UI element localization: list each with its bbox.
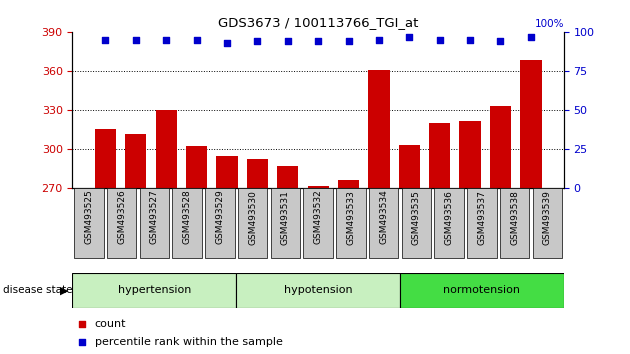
Text: hypotension: hypotension [284, 285, 352, 295]
Text: 100%: 100% [534, 19, 564, 29]
FancyBboxPatch shape [74, 188, 103, 258]
Point [192, 37, 202, 42]
FancyBboxPatch shape [467, 188, 496, 258]
Bar [94, 129, 116, 188]
Point [77, 340, 88, 346]
FancyBboxPatch shape [304, 188, 333, 258]
Point [343, 38, 353, 44]
Text: GSM493537: GSM493537 [478, 190, 486, 245]
FancyBboxPatch shape [72, 273, 236, 308]
Point [465, 37, 475, 42]
Point [100, 37, 110, 42]
Text: GSM493533: GSM493533 [346, 190, 355, 245]
Bar [490, 106, 511, 188]
FancyBboxPatch shape [400, 273, 564, 308]
Point [161, 37, 171, 42]
Text: GSM493534: GSM493534 [379, 190, 388, 245]
Text: GSM493531: GSM493531 [281, 190, 290, 245]
Point [404, 34, 415, 39]
FancyBboxPatch shape [369, 188, 398, 258]
Text: GSM493526: GSM493526 [117, 190, 126, 245]
Point [253, 38, 263, 44]
Text: count: count [94, 319, 126, 329]
Bar [429, 123, 450, 188]
Text: ▶: ▶ [60, 285, 68, 295]
FancyBboxPatch shape [533, 188, 562, 258]
Text: GSM493525: GSM493525 [84, 190, 93, 245]
Text: disease state: disease state [3, 285, 72, 295]
Point [222, 40, 232, 46]
FancyBboxPatch shape [205, 188, 234, 258]
Text: GSM493528: GSM493528 [183, 190, 192, 245]
Text: percentile rank within the sample: percentile rank within the sample [94, 337, 282, 348]
FancyBboxPatch shape [173, 188, 202, 258]
FancyBboxPatch shape [500, 188, 529, 258]
Bar [459, 121, 481, 188]
Point [374, 37, 384, 42]
FancyBboxPatch shape [238, 188, 267, 258]
Point [131, 37, 141, 42]
Point [77, 321, 88, 327]
Text: GSM493532: GSM493532 [314, 190, 323, 245]
Bar [156, 110, 177, 188]
Text: GSM493527: GSM493527 [150, 190, 159, 245]
FancyBboxPatch shape [336, 188, 365, 258]
Text: GSM493529: GSM493529 [215, 190, 224, 245]
Point [283, 38, 293, 44]
FancyBboxPatch shape [435, 188, 464, 258]
Title: GDS3673 / 100113766_TGI_at: GDS3673 / 100113766_TGI_at [218, 16, 418, 29]
Point [495, 38, 505, 44]
Point [313, 38, 323, 44]
Text: GSM493535: GSM493535 [412, 190, 421, 245]
Bar [520, 61, 542, 188]
Point [526, 34, 536, 39]
FancyBboxPatch shape [402, 188, 431, 258]
Bar [247, 159, 268, 188]
FancyBboxPatch shape [271, 188, 300, 258]
FancyBboxPatch shape [107, 188, 136, 258]
Bar [369, 69, 389, 188]
Text: normotension: normotension [444, 285, 520, 295]
Bar [307, 186, 329, 188]
Text: GSM493538: GSM493538 [510, 190, 519, 245]
Text: GSM493539: GSM493539 [543, 190, 552, 245]
Bar [125, 135, 146, 188]
Bar [277, 166, 299, 188]
Text: GSM493536: GSM493536 [445, 190, 454, 245]
Bar [338, 180, 359, 188]
Point [435, 37, 445, 42]
Bar [399, 145, 420, 188]
FancyBboxPatch shape [140, 188, 169, 258]
Text: hypertension: hypertension [118, 285, 191, 295]
FancyBboxPatch shape [236, 273, 400, 308]
Bar [186, 146, 207, 188]
Text: GSM493530: GSM493530 [248, 190, 257, 245]
Bar [216, 156, 238, 188]
